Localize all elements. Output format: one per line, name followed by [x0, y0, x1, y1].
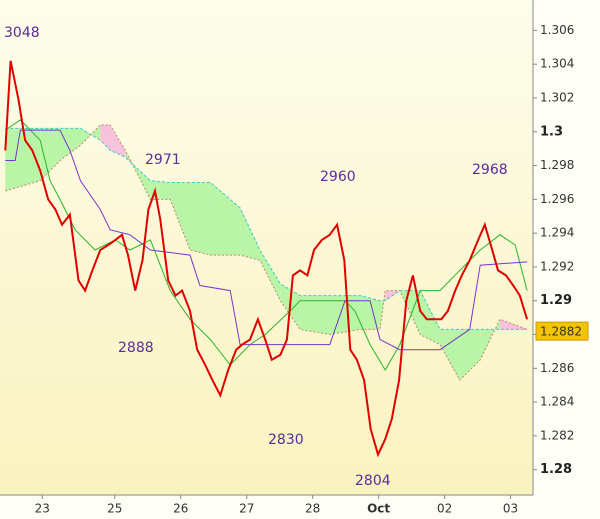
cloud-segment — [300, 295, 330, 335]
x-tick-label: 23 — [35, 502, 50, 516]
cloud-segment — [100, 125, 111, 151]
annotation: 2960 — [320, 169, 356, 185]
y-tick-label: 1.282 — [540, 428, 574, 442]
cloud-segment — [439, 329, 460, 381]
x-tick-label: 27 — [239, 502, 254, 516]
cloud-segment — [170, 182, 190, 251]
cloud-segment — [189, 182, 211, 256]
x-tick-label: 28 — [305, 502, 320, 516]
cloud-segment — [459, 329, 481, 381]
x-tick-label: 03 — [503, 502, 518, 516]
cloud-segment — [259, 250, 281, 301]
annotation: 2971 — [145, 152, 181, 168]
x-tick-label: 02 — [437, 502, 452, 516]
y-tick-label: 1.28 — [540, 462, 572, 477]
cloud-segment — [500, 319, 528, 330]
y-tick-label: 1.306 — [540, 23, 574, 37]
cloud-layer — [5, 124, 528, 381]
last-price-label: 1.2882 — [540, 325, 582, 339]
span-a-line — [5, 127, 528, 330]
cloud-segment — [5, 128, 41, 191]
cloud-segment — [210, 182, 241, 256]
y-tick-label: 1.286 — [540, 361, 574, 375]
y-tick-label: 1.302 — [540, 90, 574, 104]
series-line — [5, 119, 528, 371]
y-tick-label: 1.298 — [540, 158, 574, 172]
y-tick-label: 1.3 — [540, 124, 563, 139]
y-tick-label: 1.296 — [540, 192, 574, 206]
line-layer — [4, 60, 529, 458]
x-tick-label: 25 — [107, 502, 122, 516]
cloud-segment — [60, 128, 81, 161]
y-tick-label: 1.294 — [540, 226, 574, 240]
axes-layer: 1.306 1.304 1.302 1.3 1.298 1.296 1.294 1.292 1.… — [4, 23, 589, 516]
span-b-line — [5, 124, 528, 381]
y-tick-label: 1.29 — [540, 293, 572, 308]
cloud-segment — [240, 207, 260, 261]
cloud-segment — [420, 290, 440, 345]
plot-area — [0, 0, 533, 495]
cloud-segment — [110, 125, 126, 158]
y-axis-area — [533, 0, 600, 519]
annotation: 2830 — [268, 432, 304, 448]
x-tick-label: 26 — [173, 502, 188, 516]
annotation: 2888 — [118, 340, 154, 356]
cloud-segment — [40, 128, 61, 181]
series-line — [4, 60, 529, 458]
annotation: 2968 — [472, 162, 508, 178]
y-tick-label: 1.284 — [540, 395, 574, 409]
annotation: 3048 — [4, 25, 40, 41]
x-axis-area — [0, 495, 533, 519]
series-line — [5, 129, 528, 351]
y-tick-label: 1.292 — [540, 259, 574, 273]
x-tick-label: Oct — [367, 502, 390, 516]
y-tick-label: 1.304 — [540, 57, 574, 71]
cloud-segment — [329, 295, 361, 335]
annotation: 2804 — [355, 473, 391, 489]
last-price-box — [535, 321, 589, 341]
